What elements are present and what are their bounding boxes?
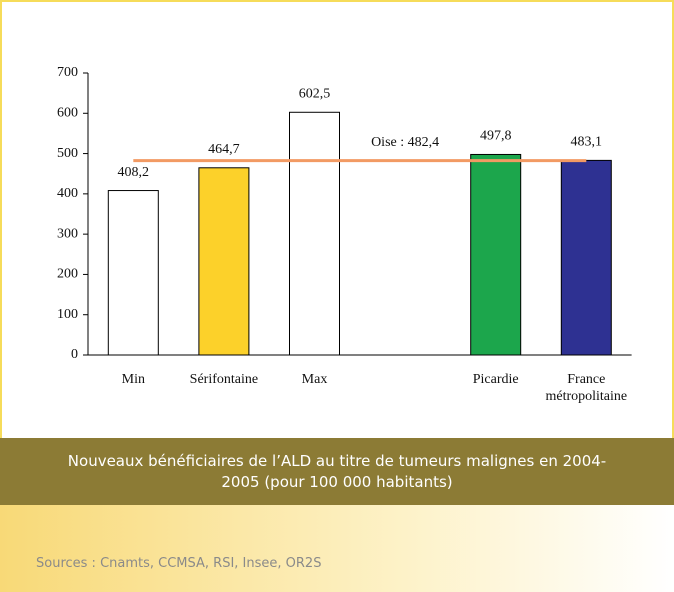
- y-tick-label: 700: [57, 65, 78, 80]
- y-tick-label: 600: [57, 106, 78, 121]
- bar: [198, 167, 250, 356]
- value-label: 483,1: [571, 135, 603, 150]
- x-tick-label: Min: [121, 372, 145, 387]
- chart: 0 100 200 300 400 500 600 700 408,2 464,7 602,5 497…: [57, 65, 632, 362]
- value-label: 497,8: [480, 129, 512, 144]
- x-tick-label: France métropolitaine: [545, 372, 628, 404]
- value-label: 464,7: [208, 142, 240, 157]
- y-tick-label: 500: [57, 146, 78, 161]
- y-tick-label: 200: [57, 267, 78, 282]
- y-tick-label: 100: [57, 307, 78, 322]
- caption-band: Nouveaux bénéficiaires de l’ALD au titre…: [0, 438, 674, 505]
- chart-panel: 0 100 200 300 400 500 600 700 408,2 464,7 602,5 497…: [0, 0, 674, 438]
- reference-label: Oise : 482,4: [371, 135, 439, 150]
- value-label: 408,2: [118, 165, 150, 180]
- x-tick-label: Picardie: [472, 372, 519, 387]
- bar: [560, 159, 612, 356]
- y-tick-label: 300: [57, 226, 78, 241]
- bar: [107, 190, 159, 356]
- value-label: 602,5: [299, 86, 331, 101]
- source: Sources : Cnamts, CCMSA, RSI, Insee, OR2…: [36, 556, 322, 571]
- caption: Nouveaux bénéficiaires de l’ALD au titre…: [67, 451, 607, 491]
- x-tick-label: Max: [301, 372, 328, 387]
- x-tick-label: Sérifontaine: [189, 372, 259, 387]
- bar: [289, 111, 340, 356]
- bar: [470, 153, 522, 356]
- y-tick-label: 400: [57, 186, 78, 201]
- source-band: Sources : Cnamts, CCMSA, RSI, Insee, OR2…: [0, 505, 674, 592]
- y-tick-label: 0: [71, 347, 78, 362]
